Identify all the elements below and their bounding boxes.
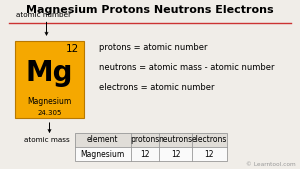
Text: protons = atomic number: protons = atomic number — [99, 43, 208, 52]
Text: Magnesium: Magnesium — [27, 97, 72, 106]
Text: © Learntool.com: © Learntool.com — [246, 162, 296, 167]
Text: element: element — [87, 135, 119, 144]
Text: atomic number: atomic number — [16, 12, 71, 18]
Bar — [75, 147, 226, 161]
Text: 12: 12 — [205, 150, 214, 159]
Text: Mg: Mg — [26, 59, 73, 87]
Text: Magnesium: Magnesium — [81, 150, 125, 159]
Text: 24.305: 24.305 — [37, 110, 62, 116]
Text: 12: 12 — [171, 150, 180, 159]
Text: electrons: electrons — [192, 135, 227, 144]
Text: neutrons: neutrons — [158, 135, 193, 144]
Text: protons: protons — [130, 135, 159, 144]
Text: 12: 12 — [66, 44, 80, 54]
Text: Magnesium Protons Neutrons Electrons: Magnesium Protons Neutrons Electrons — [26, 5, 274, 15]
Bar — [75, 133, 226, 161]
Bar — [15, 41, 84, 118]
Text: neutrons = atomic mass - atomic number: neutrons = atomic mass - atomic number — [99, 63, 274, 72]
Bar — [75, 133, 226, 147]
Text: electrons = atomic number: electrons = atomic number — [99, 83, 214, 92]
Text: atomic mass: atomic mass — [24, 137, 69, 143]
Text: 12: 12 — [140, 150, 149, 159]
